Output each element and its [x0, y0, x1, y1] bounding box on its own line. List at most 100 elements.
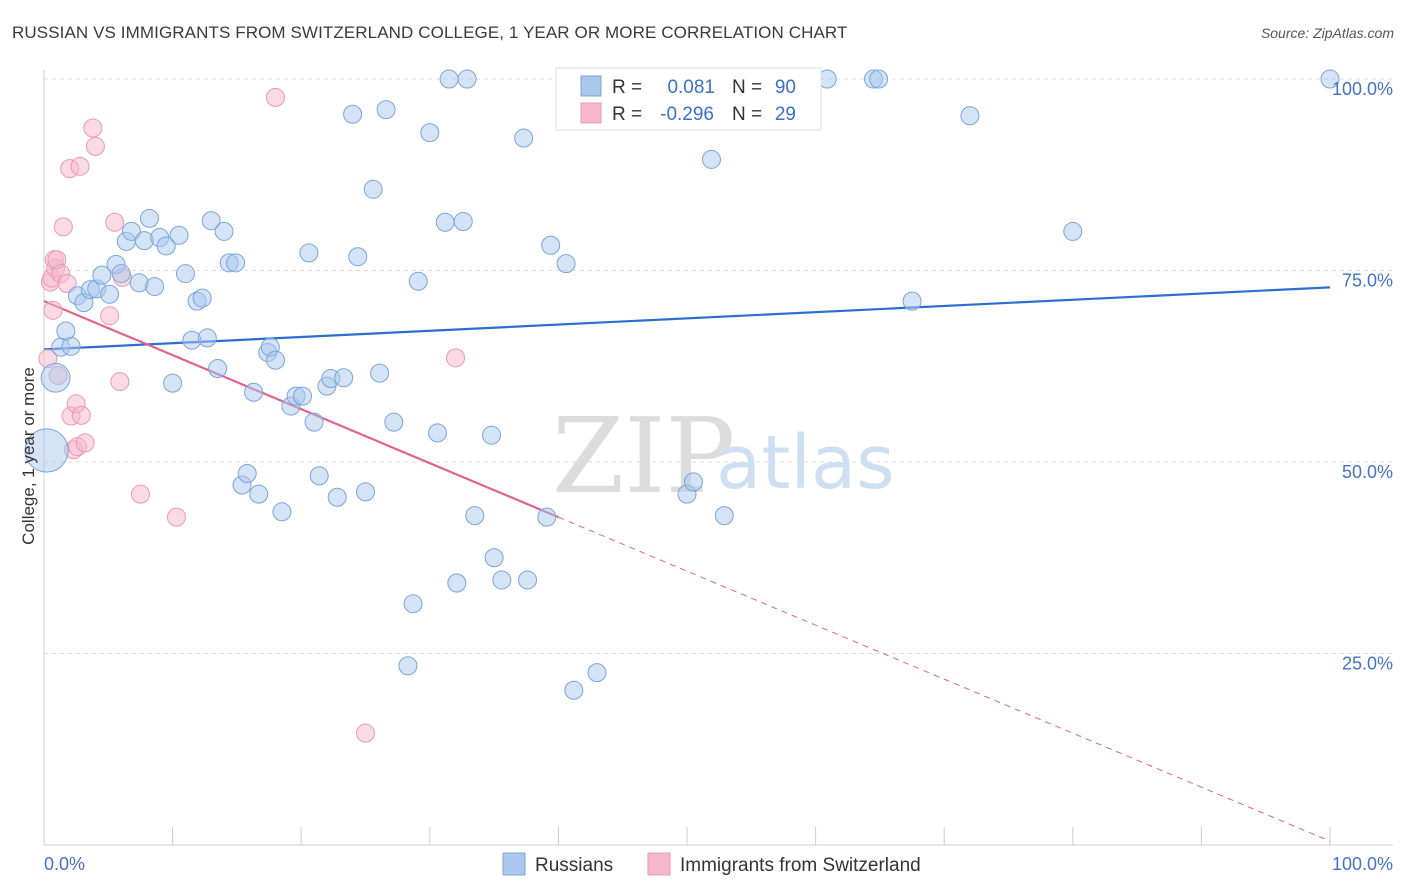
- point-russians: [299, 243, 319, 263]
- point-russians: [40, 362, 71, 393]
- point-russians: [226, 253, 246, 273]
- watermark-zip: ZIP: [552, 395, 735, 517]
- point-swiss: [110, 372, 130, 392]
- watermark: ZIP atlas: [552, 395, 895, 517]
- point-swiss: [43, 300, 63, 320]
- point-russians: [111, 264, 131, 284]
- stats-r-value-swiss: -0.296: [660, 104, 714, 125]
- series-russians-points: [24, 69, 1340, 700]
- point-swiss: [446, 348, 466, 368]
- point-russians: [61, 336, 81, 356]
- y-tick-label: 100.0%: [1332, 79, 1393, 99]
- point-russians: [587, 663, 607, 683]
- point-russians: [92, 265, 112, 285]
- stats-box: R = 0.081 N = 90 R = -0.296 N = 29: [555, 67, 822, 131]
- point-swiss: [70, 156, 90, 176]
- point-russians: [134, 231, 154, 251]
- stats-n-label-russians: N =: [732, 77, 762, 98]
- stats-r-label-swiss: R =: [612, 104, 642, 125]
- point-russians: [564, 680, 584, 700]
- point-russians: [249, 484, 269, 504]
- point-swiss: [75, 433, 95, 453]
- y-tick-label: 75.0%: [1342, 271, 1393, 291]
- y-axis-title: College, 1 year or more: [19, 367, 38, 545]
- point-russians: [403, 594, 423, 614]
- series-swiss-points: [38, 87, 466, 743]
- source-label: Source: ZipAtlas.com: [1260, 25, 1394, 41]
- point-russians: [484, 548, 504, 568]
- point-russians: [348, 247, 368, 267]
- point-russians: [100, 284, 120, 304]
- legend-label-russians: Russians: [535, 855, 613, 876]
- point-russians: [244, 382, 264, 402]
- point-russians: [1063, 221, 1083, 241]
- point-russians: [902, 291, 922, 311]
- point-russians: [121, 221, 141, 241]
- point-russians: [156, 236, 176, 256]
- trend-line-swiss-extension: [558, 516, 1331, 842]
- point-russians: [435, 212, 455, 232]
- x-tick-label-min: 0.0%: [44, 854, 85, 874]
- point-russians: [327, 487, 347, 507]
- point-russians: [514, 128, 534, 148]
- point-russians: [869, 69, 889, 89]
- point-russians: [363, 179, 383, 199]
- point-russians: [163, 373, 183, 393]
- point-russians: [272, 502, 292, 522]
- legend-swatch-swiss: [647, 852, 671, 876]
- point-russians: [482, 425, 502, 445]
- point-russians: [343, 104, 363, 124]
- point-swiss: [83, 118, 103, 138]
- trend-line-russians: [43, 286, 1331, 351]
- point-russians: [208, 359, 228, 379]
- stats-swatch-swiss: [580, 102, 602, 124]
- point-russians: [683, 472, 703, 492]
- point-russians: [439, 69, 459, 89]
- point-russians: [356, 482, 375, 502]
- x-axis-ticks: [43, 827, 1331, 845]
- point-russians: [398, 656, 418, 676]
- trend-lines: [43, 286, 1331, 842]
- point-russians: [370, 363, 390, 383]
- point-swiss: [166, 507, 186, 527]
- point-russians: [408, 271, 428, 291]
- stats-swatch-russians: [580, 75, 602, 97]
- point-swiss: [71, 405, 91, 425]
- point-russians: [384, 412, 404, 432]
- stats-n-label-swiss: N =: [732, 104, 762, 125]
- point-russians: [465, 506, 485, 526]
- point-russians: [24, 428, 69, 473]
- point-swiss: [130, 484, 150, 504]
- legend-swatch-russians: [502, 852, 526, 876]
- point-russians: [428, 423, 448, 443]
- point-russians: [214, 221, 234, 241]
- x-tick-label-max: 100.0%: [1332, 854, 1393, 874]
- point-russians: [701, 149, 721, 169]
- trend-line-swiss: [43, 300, 559, 519]
- point-russians: [197, 328, 217, 348]
- point-russians: [537, 507, 557, 527]
- point-russians: [518, 570, 538, 590]
- point-russians: [457, 69, 477, 89]
- point-russians: [541, 235, 561, 255]
- point-swiss: [53, 217, 73, 237]
- stats-n-value-swiss: 29: [775, 104, 796, 125]
- point-russians: [265, 350, 285, 370]
- y-tick-labels: 25.0% 50.0% 75.0% 100.0%: [1332, 79, 1393, 674]
- y-tick-label: 25.0%: [1342, 654, 1393, 674]
- point-russians: [556, 254, 576, 274]
- point-swiss: [265, 87, 285, 107]
- stats-r-value-russians: 0.081: [667, 77, 715, 98]
- stats-n-value-russians: 90: [775, 77, 796, 98]
- point-russians: [376, 100, 396, 120]
- point-russians: [1320, 69, 1340, 89]
- watermark-atlas: atlas: [716, 420, 895, 506]
- point-russians: [492, 570, 512, 590]
- point-russians: [145, 277, 165, 297]
- legend-label-swiss: Immigrants from Switzerland: [680, 855, 921, 876]
- point-swiss: [100, 306, 120, 326]
- point-russians: [237, 463, 257, 483]
- point-russians: [139, 208, 159, 228]
- point-russians: [960, 106, 980, 126]
